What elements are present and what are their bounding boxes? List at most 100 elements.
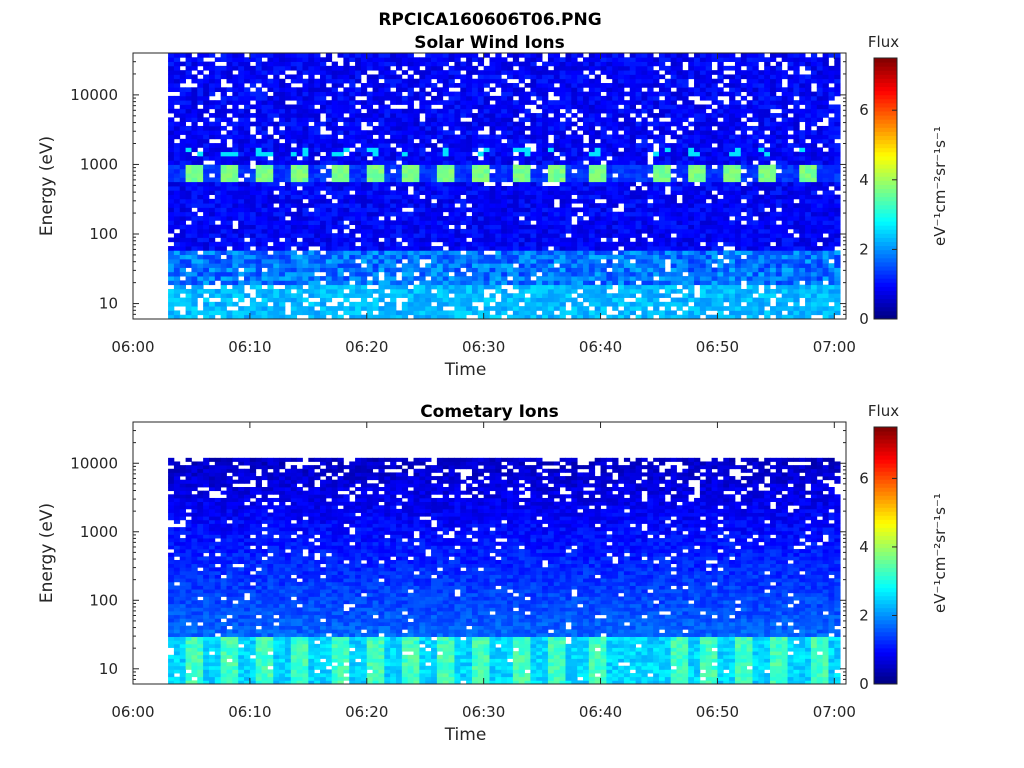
heatmap-cell bbox=[360, 276, 368, 281]
heatmap-cell bbox=[518, 241, 525, 247]
heatmap-cell bbox=[583, 164, 590, 170]
heatmap-cell bbox=[279, 190, 286, 195]
heatmap-cell bbox=[378, 91, 385, 97]
heatmap-cell bbox=[279, 143, 286, 148]
heatmap-cell bbox=[378, 155, 385, 161]
heatmap-cell bbox=[559, 65, 566, 71]
heatmap-cell bbox=[588, 224, 596, 230]
heatmap-cell bbox=[261, 276, 268, 281]
heatmap-cell bbox=[583, 91, 590, 97]
heatmap-cell bbox=[419, 203, 426, 208]
heatmap-cell bbox=[483, 78, 490, 84]
heatmap-cell bbox=[477, 263, 485, 268]
heatmap-cell bbox=[583, 117, 590, 123]
heatmap-cell bbox=[214, 65, 222, 71]
heatmap-cell bbox=[588, 220, 596, 226]
heatmap-cell bbox=[232, 155, 239, 161]
heatmap-cell bbox=[454, 186, 461, 191]
heatmap-cell bbox=[536, 224, 543, 230]
heatmap-cell bbox=[232, 211, 239, 217]
heatmap-cell bbox=[208, 65, 216, 71]
heatmap-cell bbox=[413, 186, 420, 191]
heatmap-cell bbox=[454, 276, 461, 281]
heatmap-cell bbox=[378, 246, 385, 251]
heatmap-cell bbox=[547, 190, 555, 195]
heatmap-cell bbox=[670, 288, 677, 294]
heatmap-cell bbox=[530, 228, 537, 234]
heatmap-cell bbox=[647, 241, 654, 247]
heatmap-cell bbox=[460, 155, 467, 161]
heatmap-cell bbox=[290, 74, 298, 80]
heatmap-cell bbox=[407, 95, 414, 101]
heatmap-cell bbox=[249, 155, 257, 161]
heatmap-cell bbox=[670, 301, 677, 307]
heatmap-cell bbox=[343, 293, 350, 298]
heatmap-cell bbox=[395, 138, 403, 144]
heatmap-cell bbox=[676, 57, 683, 62]
heatmap-cell bbox=[553, 254, 561, 260]
heatmap-cell bbox=[629, 263, 636, 268]
heatmap-cell bbox=[355, 168, 362, 174]
heatmap-cell bbox=[466, 138, 473, 144]
heatmap-cell bbox=[583, 190, 590, 195]
heatmap-cell bbox=[355, 254, 362, 260]
heatmap-cell bbox=[565, 293, 572, 298]
heatmap-cell bbox=[688, 207, 695, 213]
heatmap-cell bbox=[454, 138, 461, 144]
heatmap-cell bbox=[378, 280, 385, 286]
heatmap-cell bbox=[483, 186, 490, 191]
heatmap-cell bbox=[588, 168, 596, 174]
heatmap-cell bbox=[226, 168, 233, 174]
heatmap-cell bbox=[395, 186, 403, 191]
heatmap-cell bbox=[378, 65, 385, 71]
heatmap-cell bbox=[395, 91, 403, 97]
heatmap-cell bbox=[173, 203, 181, 208]
heatmap-cell bbox=[559, 250, 566, 256]
heatmap-cell bbox=[401, 168, 409, 174]
heatmap-cell bbox=[261, 147, 268, 153]
heatmap-cell bbox=[553, 130, 561, 135]
heatmap-cell bbox=[682, 147, 689, 153]
heatmap-cell bbox=[279, 87, 286, 93]
heatmap-cell bbox=[682, 280, 689, 286]
heatmap-cell bbox=[425, 100, 432, 105]
heatmap-cell bbox=[273, 241, 280, 247]
heatmap-cell bbox=[694, 224, 701, 230]
heatmap-cell bbox=[261, 117, 268, 123]
heatmap-cell bbox=[518, 181, 525, 187]
heatmap-cell bbox=[168, 57, 175, 62]
heatmap-cell bbox=[203, 220, 210, 226]
heatmap-cell bbox=[395, 250, 403, 256]
heatmap-cell bbox=[477, 246, 485, 251]
heatmap-cell bbox=[664, 216, 672, 221]
heatmap-cell bbox=[179, 78, 186, 84]
heatmap-cell bbox=[694, 241, 701, 247]
heatmap-cell bbox=[524, 241, 531, 247]
heatmap-cell bbox=[390, 151, 397, 157]
heatmap-cell bbox=[536, 78, 543, 84]
heatmap-cell bbox=[641, 155, 648, 161]
heatmap-cell bbox=[670, 65, 677, 71]
heatmap-cell bbox=[507, 151, 514, 157]
heatmap-cell bbox=[168, 61, 175, 67]
heatmap-cell bbox=[372, 95, 379, 101]
heatmap-cell bbox=[442, 237, 449, 243]
heatmap-cell bbox=[290, 95, 298, 101]
heatmap-cell bbox=[343, 70, 350, 75]
heatmap-cell bbox=[530, 194, 537, 200]
heatmap-cell bbox=[360, 224, 368, 230]
heatmap-cell bbox=[553, 138, 561, 144]
heatmap-cell bbox=[676, 207, 683, 213]
heatmap-cell bbox=[501, 198, 508, 204]
heatmap-cell bbox=[571, 134, 578, 140]
heatmap-cell bbox=[694, 237, 701, 243]
heatmap-cell bbox=[676, 168, 683, 174]
heatmap-cell bbox=[682, 284, 689, 290]
heatmap-cell bbox=[314, 181, 321, 187]
heatmap-cell bbox=[658, 220, 666, 226]
heatmap-cell bbox=[413, 284, 420, 290]
heatmap-cell bbox=[284, 284, 292, 290]
heatmap-cell bbox=[594, 224, 601, 230]
heatmap-cell bbox=[536, 207, 543, 213]
heatmap-cell bbox=[331, 233, 338, 238]
